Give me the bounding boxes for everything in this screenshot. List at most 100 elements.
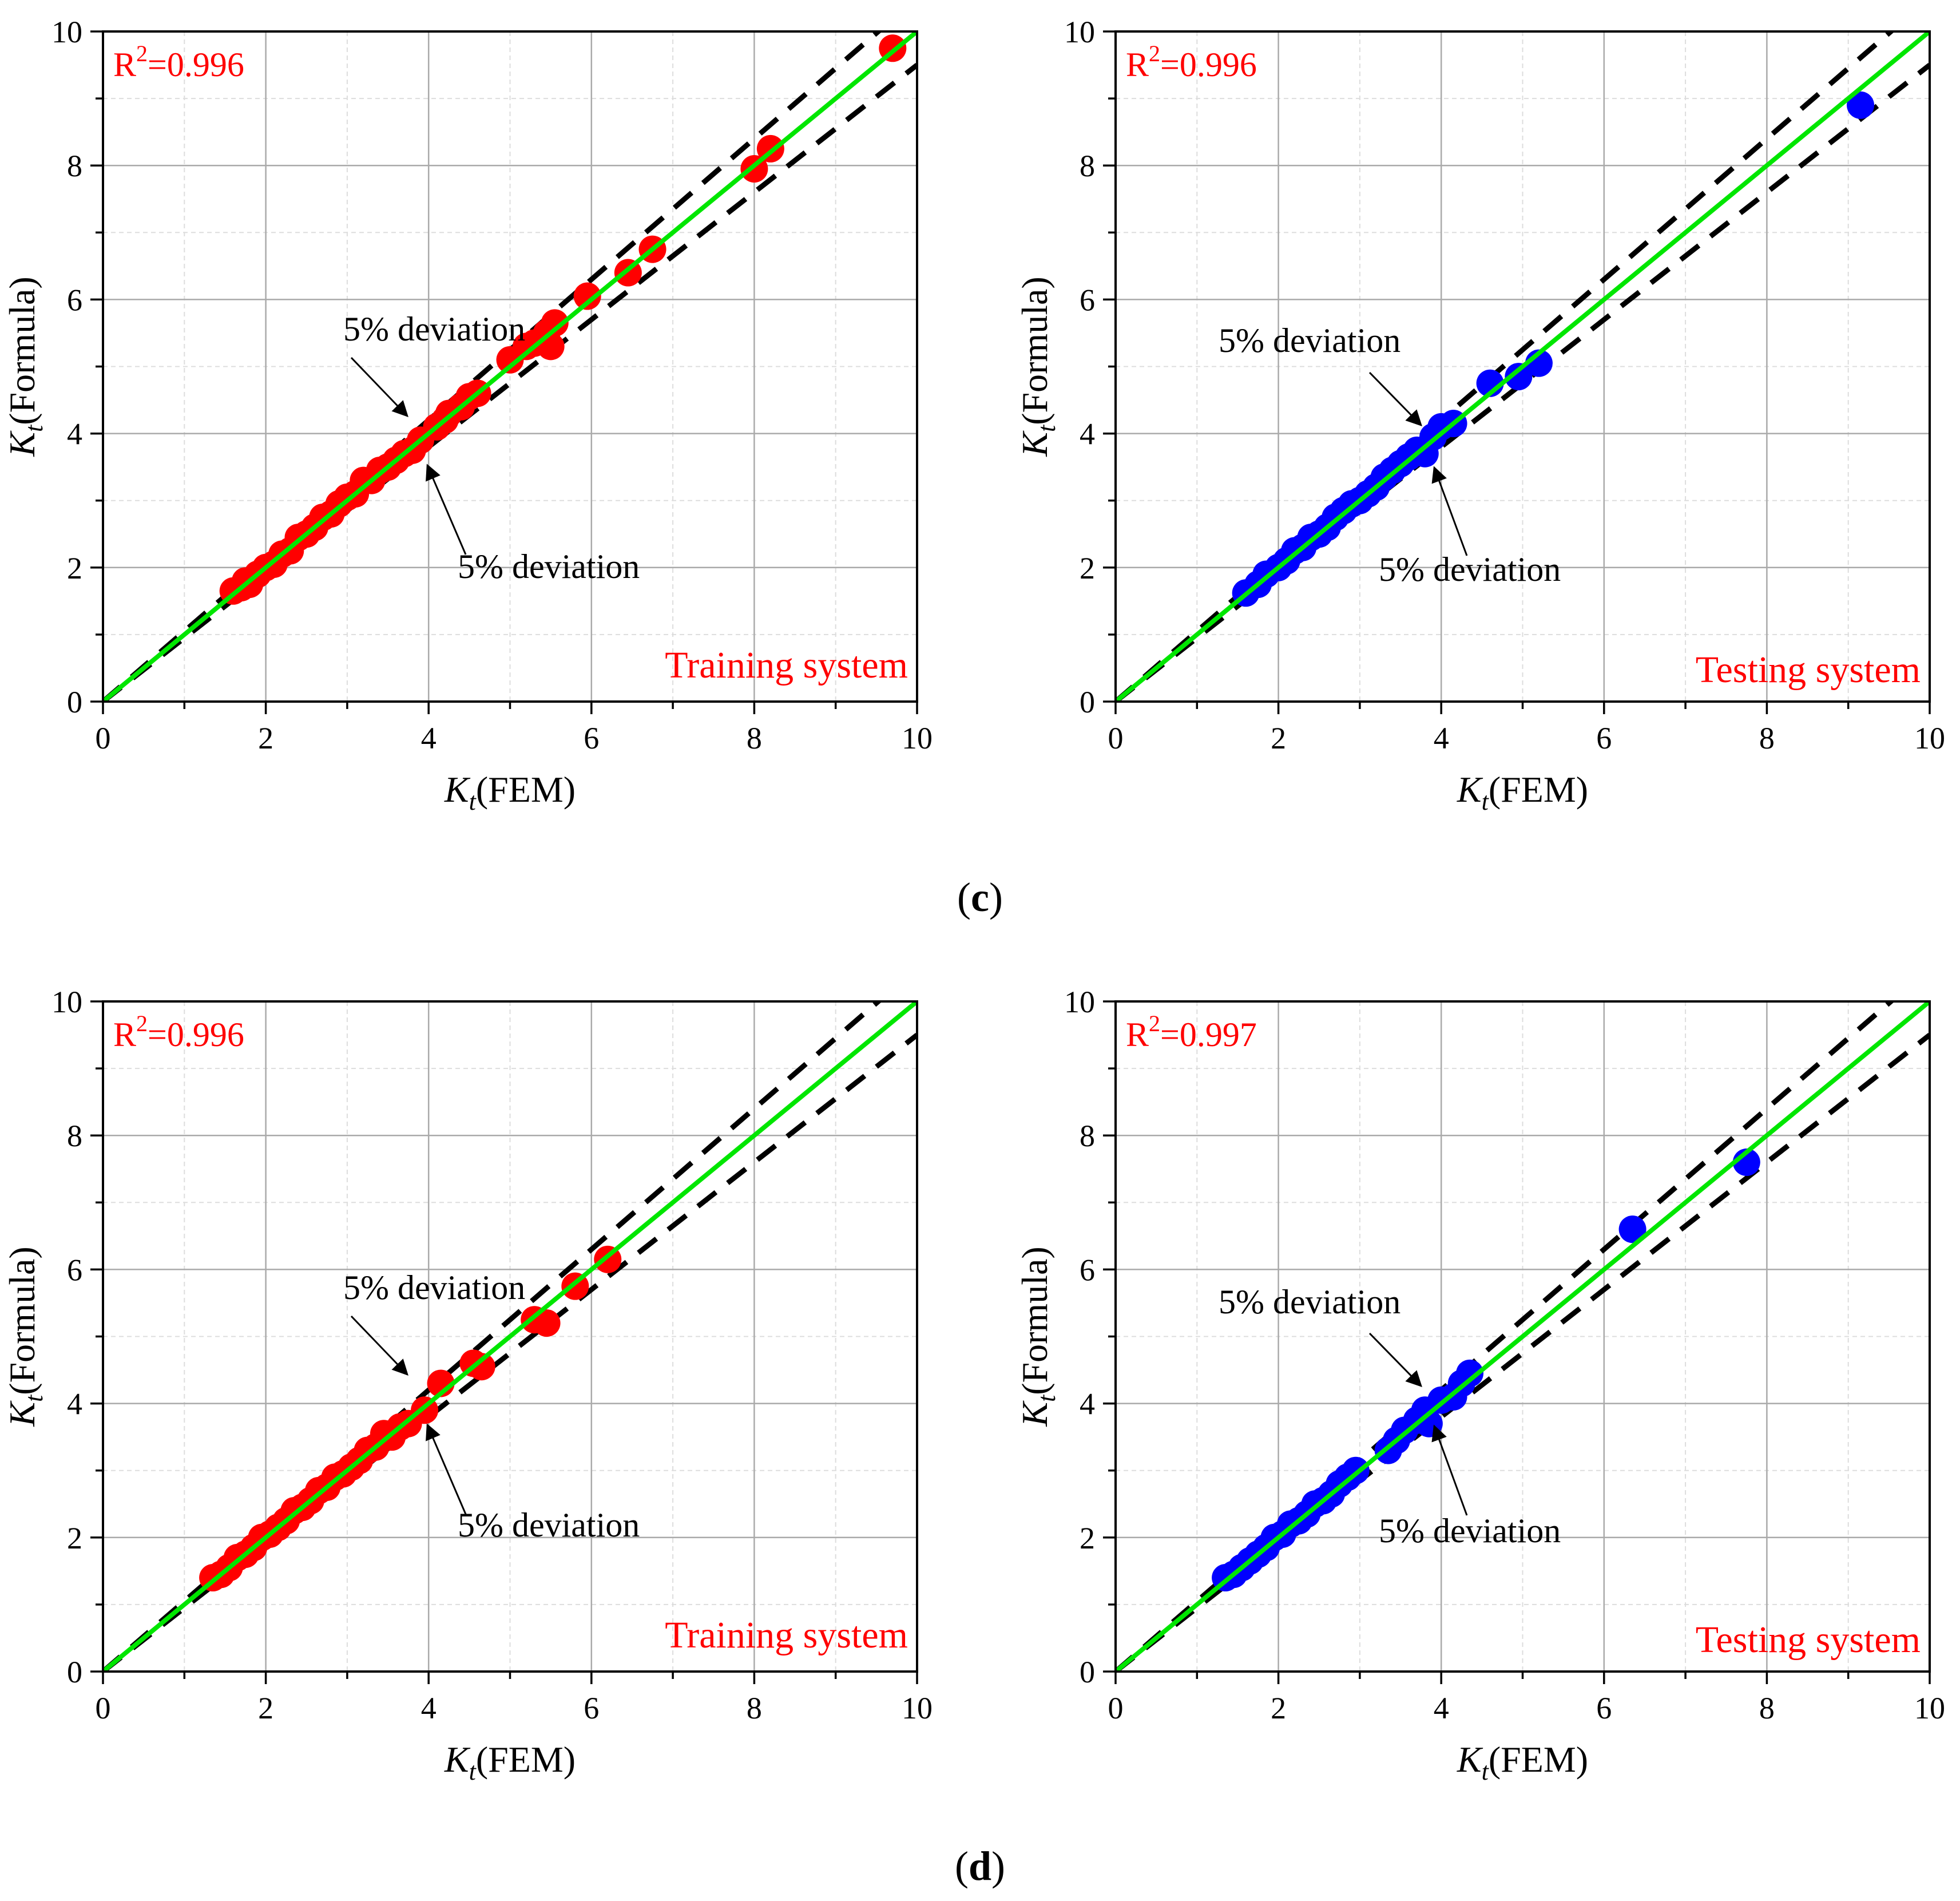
- chart-d-training: 0 2 4 6 8 100246810Kt(FEM)Kt(Formula)R2=0.996…: [2, 985, 933, 1785]
- chart-c-training-y-tick-label: 10: [51, 15, 82, 49]
- x-axis-title-subscript: t: [1482, 1757, 1490, 1785]
- x-axis-title-symbol: K: [1457, 1739, 1483, 1780]
- chart-d-training-x-tick-label: 10: [902, 1691, 933, 1725]
- y-axis-title-suffix: (Formula): [1014, 276, 1055, 425]
- chart-c-testing-lower-deviation-arrow: [1431, 466, 1468, 556]
- chart-c-testing-y-axis-title: Kt(Formula): [1014, 276, 1061, 457]
- chart-d-testing-x-tick-label: 4: [1434, 1691, 1449, 1725]
- chart-c-testing-y-tick-label: 10: [1064, 15, 1095, 49]
- r2-value: =0.996: [148, 46, 244, 84]
- chart-c-training-system-label: Training system: [665, 644, 908, 686]
- chart-c-testing-system-label: Testing system: [1696, 649, 1921, 691]
- chart-d-testing-y-tick-label: 4: [1080, 1387, 1095, 1421]
- chart-c-testing-upper-deviation-label: 5% deviation: [1219, 322, 1400, 359]
- chart-d-training-lower-deviation-label: 5% deviation: [458, 1506, 640, 1544]
- x-axis-title-subscript: t: [469, 787, 477, 815]
- chart-d-training-x-tick-label: 6: [584, 1691, 599, 1725]
- chart-c-training-x-tick-label: 2: [258, 721, 273, 755]
- chart-d-training-x-tick-label: 2: [258, 1691, 273, 1725]
- chart-d-testing-x-tick-label: 2: [1271, 1691, 1286, 1725]
- chart-c-training-x-tick-label: 8: [747, 721, 762, 755]
- chart-d-training-upper-deviation-line: [103, 1001, 883, 1672]
- r2-value: =0.997: [1160, 1016, 1257, 1054]
- r2-exponent: 2: [1149, 41, 1160, 66]
- chart-d-testing-plot-area: [1116, 1001, 1930, 1672]
- chart-d-training-fit-line: [103, 1001, 917, 1672]
- chart-c-testing-x-tick-label: 6: [1596, 721, 1612, 755]
- y-axis-title-symbol: K: [1014, 430, 1055, 457]
- chart-d-testing-upper-deviation-label: 5% deviation: [1219, 1283, 1400, 1321]
- chart-d-testing-x-axis-title: Kt(FEM): [1457, 1739, 1588, 1785]
- chart-c-testing-point-26: [1505, 363, 1533, 391]
- chart-d-testing-y-tick-label: 2: [1080, 1521, 1095, 1555]
- panel-label-d: (d): [955, 1843, 1005, 1889]
- chart-d-training-system-label: Training system: [665, 1614, 908, 1656]
- chart-d-training-r2-annotation: R2=0.996: [113, 1011, 244, 1054]
- chart-c-training-y-axis-title: Kt(Formula): [2, 276, 48, 457]
- chart-c-training-x-tick-label: 10: [902, 721, 933, 755]
- chart-d-training-y-tick-label: 2: [67, 1521, 82, 1555]
- chart-d-testing-fit-line: [1116, 1001, 1930, 1672]
- chart-d-testing-y-tick-label: 10: [1064, 985, 1095, 1019]
- chart-c-training-r2-annotation: R2=0.996: [113, 41, 244, 84]
- chart-d-testing-x-tick-label: 0: [1108, 1691, 1124, 1725]
- chart-d-testing-x-tick-label: 10: [1914, 1691, 1945, 1725]
- x-axis-title-symbol: K: [1457, 769, 1483, 810]
- chart-c-training-x-tick-label: 0: [96, 721, 111, 755]
- chart-c-testing-y-tick-label: 0: [1080, 685, 1095, 719]
- r2-symbol: R: [113, 1016, 136, 1054]
- chart-c-training-x-axis-title: Kt(FEM): [444, 769, 576, 815]
- chart-d-training-x-tick-label: 0: [96, 1691, 111, 1725]
- y-axis-title-symbol: K: [1014, 1400, 1055, 1427]
- chart-d-testing-y-tick-label: 8: [1080, 1119, 1095, 1153]
- r2-value: =0.996: [1160, 46, 1257, 84]
- x-axis-title-suffix: (FEM): [1489, 769, 1588, 810]
- chart-d-training-point-28: [467, 1353, 495, 1381]
- chart-c-training-lower-deviation-arrow: [426, 464, 467, 555]
- chart-c-testing-y-tick-label: 6: [1080, 283, 1095, 317]
- chart-d-training-y-tick-label: 6: [67, 1253, 82, 1287]
- chart-c-training-fit-line: [103, 31, 917, 702]
- chart-c-training-y-tick-label: 8: [67, 149, 82, 183]
- chart-d-testing: 0 2 4 6 8 100246810Kt(FEM)Kt(Formula)R2=0.997…: [1014, 985, 1945, 1785]
- chart-c-training-point-37: [573, 282, 601, 310]
- chart-d-testing-x-tick-label: 8: [1759, 1691, 1775, 1725]
- chart-c-training-point-35: [537, 332, 565, 361]
- chart-c-testing-y-tick-label: 2: [1080, 551, 1095, 585]
- chart-d-testing-y-axis-title: Kt(Formula): [1014, 1246, 1061, 1427]
- r2-exponent: 2: [136, 1011, 148, 1036]
- chart-d-testing-point-26: [1456, 1359, 1484, 1387]
- chart-c-training-y-tick-label: 6: [67, 283, 82, 317]
- r2-symbol: R: [1126, 46, 1149, 84]
- chart-c-training-y-tick-label: 4: [67, 417, 82, 452]
- chart-c-testing-y-tick-label: 4: [1080, 417, 1095, 452]
- chart-c-training-y-tick-label: 0: [67, 685, 82, 719]
- chart-d-testing-x-tick-label: 6: [1596, 1691, 1612, 1725]
- y-axis-title-subscript: t: [20, 1394, 48, 1402]
- chart-d-training-upper-deviation-label: 5% deviation: [343, 1269, 525, 1306]
- chart-c-testing-x-tick-label: 10: [1914, 721, 1945, 755]
- y-axis-title-subscript: t: [1033, 424, 1061, 432]
- chart-d-testing-r2-annotation: R2=0.997: [1126, 1011, 1257, 1054]
- r2-exponent: 2: [136, 41, 148, 66]
- x-axis-title-suffix: (FEM): [1489, 1739, 1588, 1780]
- y-axis-title-suffix: (Formula): [2, 276, 42, 425]
- panel-label-c: (c): [957, 874, 1003, 920]
- r2-value: =0.996: [148, 1016, 244, 1054]
- chart-d-training-y-tick-label: 8: [67, 1119, 82, 1153]
- y-axis-title-symbol: K: [2, 430, 42, 457]
- chart-d-training-y-tick-label: 4: [67, 1387, 82, 1421]
- chart-c-testing-point-28: [1847, 91, 1875, 119]
- chart-c-training-lower-deviation-label: 5% deviation: [458, 548, 640, 585]
- y-axis-title-suffix: (Formula): [1014, 1246, 1055, 1395]
- chart-c-testing-fit-line: [1116, 31, 1930, 702]
- chart-c-testing-x-tick-label: 2: [1271, 721, 1286, 755]
- plots-layer: 0 2 4 6 8 100246810Kt(FEM)Kt(Formula)R2=0.996…: [2, 15, 1945, 1785]
- chart-c-testing-upper-deviation-line: [1116, 31, 1895, 702]
- chart-c-testing-plot-area: [1116, 31, 1930, 702]
- chart-c-testing-y-tick-label: 8: [1080, 149, 1095, 183]
- chart-c-training-y-tick-label: 2: [67, 551, 82, 585]
- chart-c-training: 0 2 4 6 8 100246810Kt(FEM)Kt(Formula)R2=0.996…: [2, 15, 933, 815]
- chart-d-training-y-axis-title: Kt(Formula): [2, 1246, 48, 1427]
- y-axis-title-subscript: t: [1033, 1394, 1061, 1402]
